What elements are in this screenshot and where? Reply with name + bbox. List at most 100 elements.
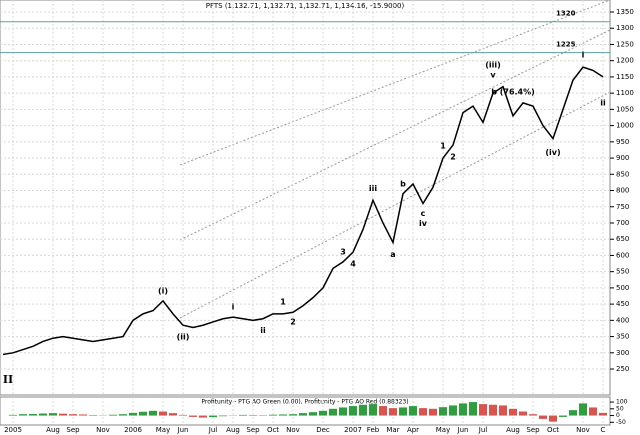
oscillator-bar	[419, 408, 427, 416]
oscillator-bar	[139, 411, 147, 416]
x-tick-label: 2005	[4, 426, 22, 434]
channel-line	[179, 91, 611, 319]
oscillator-bar	[219, 415, 227, 417]
x-tick-label: C	[601, 426, 606, 434]
y-tick-label: 50	[616, 405, 624, 412]
wave-label: v	[490, 71, 496, 80]
oscillator-bar	[489, 404, 497, 416]
wave-label: b (76.4%)	[491, 87, 535, 96]
oscillator-bar	[189, 415, 197, 417]
wave-label: i	[582, 51, 585, 60]
x-tick-label: Nov	[576, 426, 590, 434]
x-tick-label: Aug	[226, 426, 240, 434]
y-tick-label: -50	[616, 419, 626, 426]
x-tick-label: Jul	[478, 426, 488, 434]
x-tick-label: Feb	[367, 426, 380, 434]
oscillator-bar	[369, 404, 377, 416]
x-tick-label: Oct	[267, 426, 279, 434]
oscillator-bar	[309, 412, 317, 416]
wave-label: 4	[350, 260, 356, 269]
y-tick-label: 500	[616, 284, 629, 292]
level-label: 1320	[556, 10, 576, 18]
channel-line	[179, 0, 611, 166]
x-tick-label: Oct	[547, 426, 559, 434]
x-tick-label: Sep	[66, 426, 80, 434]
x-tick-label: May	[156, 426, 170, 434]
oscillator-bar	[479, 404, 487, 416]
oscillator-bar	[79, 414, 87, 416]
main-panel	[0, 0, 611, 396]
x-tick-label: 2007	[344, 426, 362, 434]
oscillator-bar	[509, 408, 517, 416]
wave-label: (iv)	[545, 148, 560, 157]
oscillator-bar	[409, 406, 417, 416]
oscillator-bar	[29, 413, 37, 416]
y-tick-label: 600	[616, 251, 629, 259]
wave-label: II	[3, 373, 13, 386]
wave-label: (iii)	[485, 61, 501, 70]
oscillator-bar	[449, 405, 457, 416]
oscillator-bar	[289, 414, 297, 416]
oscillator-bar	[169, 413, 177, 416]
oscillator-bar	[589, 407, 597, 416]
oscillator-bar	[459, 403, 467, 416]
oscillator-bar	[599, 412, 607, 416]
wave-label: a	[390, 250, 395, 259]
x-tick-label: Apr	[407, 426, 419, 434]
y-tick-label: 800	[616, 187, 629, 195]
oscillator-bar	[109, 414, 117, 416]
price-line	[2, 66, 604, 356]
oscillator-bar	[209, 415, 217, 418]
wave-label: 2	[290, 318, 296, 327]
oscillator-bar	[69, 414, 77, 416]
x-tick-label: Dec	[316, 426, 330, 434]
oscillator-bar	[559, 415, 567, 417]
oscillator-bar	[319, 410, 327, 416]
x-tick-label: May	[436, 426, 450, 434]
oscillator-bar	[249, 415, 257, 416]
oscillator-bar	[439, 407, 447, 416]
wave-label: 2	[450, 153, 456, 162]
y-tick-label: 1150	[616, 73, 634, 81]
oscillator-bar	[39, 413, 47, 416]
y-tick-label: 1050	[616, 105, 634, 113]
x-tick-label: Aug	[506, 426, 520, 434]
level-label: 1225	[556, 41, 576, 49]
y-tick-label: 100	[616, 399, 628, 406]
oscillator-bar	[49, 413, 57, 416]
wave-label: (i)	[158, 286, 168, 295]
x-tick-label: Mar	[386, 426, 399, 434]
wave-label: 1	[280, 297, 286, 306]
oscillator-bar	[359, 404, 367, 416]
y-tick-label: 1300	[616, 24, 634, 32]
oscillator-bar	[199, 415, 207, 418]
oscillator-bar	[529, 414, 537, 416]
y-tick-label: 700	[616, 219, 629, 227]
y-tick-label: 900	[616, 154, 629, 162]
y-tick-label: 350	[616, 333, 629, 341]
oscillator-bar	[539, 415, 547, 419]
oscillator-bar	[519, 411, 527, 416]
y-tick-label: 300	[616, 349, 629, 357]
oscillator-bar	[129, 412, 137, 416]
wave-label: ii	[260, 326, 266, 335]
oscillator-bar	[89, 415, 97, 416]
oscillator-bar	[269, 414, 277, 416]
y-tick-label: 250	[616, 365, 629, 373]
y-tick-label: 950	[616, 138, 629, 146]
oscillator-bar	[469, 402, 477, 416]
oscillator-panel	[0, 396, 611, 426]
oscillator-bar	[569, 410, 577, 416]
oscillator-bar	[399, 407, 407, 416]
oscillator-bar	[299, 413, 307, 416]
wave-label: ii	[600, 98, 606, 107]
oscillator-bar	[159, 411, 167, 416]
oscillator-bar	[549, 415, 557, 422]
wave-label: iv	[419, 219, 428, 228]
oscillator-bar	[389, 408, 397, 416]
oscillator-bar	[339, 407, 347, 416]
y-tick-label: 1200	[616, 57, 634, 65]
wave-label: 1	[440, 142, 446, 151]
oscillator-bar	[349, 406, 357, 416]
